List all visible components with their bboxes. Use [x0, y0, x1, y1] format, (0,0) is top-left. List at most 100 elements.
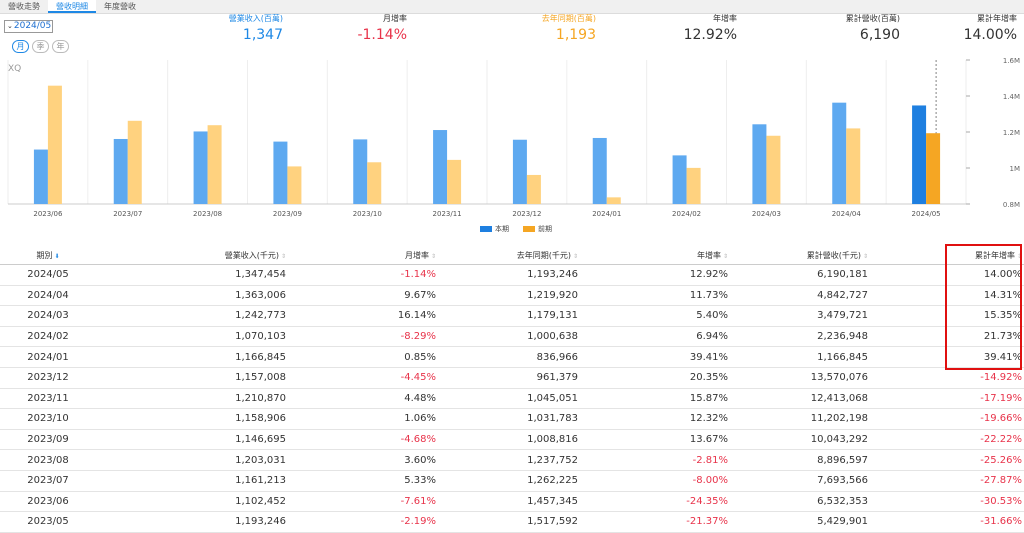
table-cell: 1,031,783 [527, 413, 578, 425]
table-cell: 1,363,006 [235, 289, 286, 301]
table-row[interactable]: 2024/04 1,363,006 9.67% 1,219,920 11.73% 4,84… [0, 286, 1024, 307]
x-tick-label: 2024/01 [592, 210, 621, 218]
x-tick-label: 2024/04 [832, 210, 862, 218]
sort-icon[interactable]: ⇕ [280, 253, 286, 260]
legend-current[interactable]: 本期 [480, 224, 509, 234]
table-cell: -22.22% [980, 434, 1022, 446]
column-header[interactable]: 年增率 ⇕ [582, 250, 732, 261]
table-row[interactable]: 2024/05 1,347,454 -1.14% 1,193,246 12.92% 6,1… [0, 265, 1024, 286]
table-cell: 12.92% [689, 269, 728, 281]
table-row[interactable]: 2024/03 1,242,773 16.14% 1,179,131 5.40% 3,47… [0, 306, 1024, 327]
table-cell: 39.41% [983, 351, 1022, 363]
metric-label: 營業收入(百萬) [228, 14, 283, 23]
table-cell: 1,157,008 [235, 372, 286, 384]
column-header[interactable]: 累計營收(千元) ⇕ [732, 250, 872, 261]
table-cell: 21.73% [983, 331, 1022, 343]
x-tick-label: 2023/12 [512, 210, 541, 218]
metric-label: 去年同期(百萬) [541, 14, 596, 23]
table-row[interactable]: 2023/12 1,157,008 -4.45% 961,379 20.35% 13,57… [0, 368, 1024, 389]
table-cell: 1,045,051 [527, 392, 578, 404]
table-cell: 2024/05 [27, 269, 69, 281]
column-header[interactable]: 月增率 ⇕ [290, 250, 440, 261]
sort-icon[interactable]: ⇕ [572, 253, 578, 260]
metric-1: 月增率 -1.14% [357, 14, 407, 44]
table-cell: -7.61% [400, 495, 436, 507]
table-cell: 836,966 [536, 351, 578, 363]
table-row[interactable]: 2023/09 1,146,695 -4.68% 1,008,816 13.67% 10,… [0, 430, 1024, 451]
metric-label: 月增率 [383, 14, 407, 23]
sort-icon[interactable]: ⬇ [54, 253, 60, 260]
column-header-label: 累計營收(千元) [806, 251, 861, 260]
legend-label-current: 本期 [495, 225, 509, 233]
table-row[interactable]: 2023/10 1,158,906 1.06% 1,031,783 12.32% 11,2… [0, 409, 1024, 430]
table-cell: 1,210,870 [235, 392, 286, 404]
column-header-label: 營業收入(千元) [224, 251, 279, 260]
sort-icon[interactable]: ⇕ [722, 253, 728, 260]
sort-icon[interactable]: ⇕ [862, 253, 868, 260]
table-cell: 11.73% [689, 289, 728, 301]
table-cell: 16.14% [397, 310, 436, 322]
table-cell: 13.67% [689, 434, 728, 446]
metric-label: 年增率 [713, 14, 737, 23]
legend-swatch-current [480, 226, 492, 232]
tab-revenue-detail[interactable]: 營收明細 [48, 0, 96, 13]
tab-revenue-trend[interactable]: 營收走勢 [8, 2, 40, 11]
column-header-label: 年增率 [696, 251, 721, 260]
bar-current [353, 139, 368, 204]
bar-previous [367, 162, 382, 204]
toggle-monthly[interactable]: 月 [12, 40, 29, 53]
x-tick-label: 2023/10 [353, 210, 382, 218]
bar-current [113, 138, 128, 204]
period-dropdown-value: 2024/05 [13, 21, 52, 31]
table-cell: -24.35% [686, 495, 728, 507]
bar-current [672, 155, 687, 204]
legend-previous[interactable]: 前期 [523, 224, 552, 234]
y-tick-label: 1.6M [1003, 57, 1020, 65]
watermark-logo: XQ [8, 64, 22, 74]
x-tick-label: 2023/06 [33, 210, 63, 218]
metric-0: 營業收入(百萬) 1,347 [229, 14, 283, 44]
period-dropdown[interactable]: ⌄2024/05 [4, 20, 53, 33]
table-cell: 2024/02 [27, 331, 69, 343]
table-cell: 1,179,131 [527, 310, 578, 322]
table-row[interactable]: 2023/08 1,203,031 3.60% 1,237,752 -2.81% 8,89… [0, 450, 1024, 471]
table-cell: -1.14% [400, 269, 436, 281]
table-cell: 1,203,031 [235, 454, 286, 466]
toggle-yearly[interactable]: 年 [52, 40, 69, 53]
table-row[interactable]: 2023/11 1,210,870 4.48% 1,045,051 15.87% 12,4… [0, 389, 1024, 410]
column-header[interactable]: 去年同期(千元) ⇕ [440, 250, 582, 261]
bar-current [912, 105, 927, 204]
table-row[interactable]: 2024/01 1,166,845 0.85% 836,966 39.41% 1,166,… [0, 347, 1024, 368]
sort-icon[interactable]: ⇕ [1016, 253, 1022, 260]
table-row[interactable]: 2024/02 1,070,103 -8.29% 1,000,638 6.94% 2,23… [0, 327, 1024, 348]
column-header[interactable]: 累計年增率 ⇕ [872, 250, 1024, 261]
table-cell: 2023/11 [27, 392, 69, 404]
table-cell: 1.06% [404, 413, 436, 425]
sort-icon[interactable]: ⇕ [430, 253, 436, 260]
metric-label: 累計營收(百萬) [845, 14, 900, 23]
table-cell: 2023/05 [27, 516, 69, 528]
tab-bar: 營收走勢 營收明細 年度營收 [0, 0, 1024, 14]
table-cell: -8.00% [692, 475, 728, 487]
table-cell: 6.94% [696, 331, 728, 343]
bar-previous [526, 174, 541, 204]
tab-annual-revenue[interactable]: 年度營收 [104, 2, 136, 11]
table-row[interactable]: 2023/05 1,193,246 -2.19% 1,517,592 -21.37% 5,… [0, 512, 1024, 533]
table-header-row: 期別 ⬇ 營業收入(千元) ⇕ 月增率 ⇕ 去年同期(千元) ⇕ 年增率 ⇕ 累計營收(千元) ⇕ 累計… [0, 247, 1024, 265]
revenue-table: 期別 ⬇ 營業收入(千元) ⇕ 月增率 ⇕ 去年同期(千元) ⇕ 年增率 ⇕ 累計營收(千元) ⇕ 累計… [0, 247, 1024, 533]
table-cell: -8.29% [400, 331, 436, 343]
column-header[interactable]: 期別 ⬇ [0, 250, 100, 261]
table-cell: 15.35% [983, 310, 1022, 322]
column-header[interactable]: 營業收入(千元) ⇕ [100, 250, 290, 261]
y-tick-label: 1.4M [1003, 93, 1020, 101]
toggle-quarterly[interactable]: 季 [32, 40, 49, 53]
x-tick-label: 2023/09 [273, 210, 302, 218]
metric-value: 1,347 [242, 27, 283, 43]
table-cell: 2023/06 [27, 495, 69, 507]
bar-current [592, 137, 607, 204]
table-row[interactable]: 2023/06 1,102,452 -7.61% 1,457,345 -24.35% 6,… [0, 492, 1024, 513]
table-cell: 6,190,181 [817, 269, 868, 281]
table-row[interactable]: 2023/07 1,161,213 5.33% 1,262,225 -8.00% 7,69… [0, 471, 1024, 492]
table-cell: 1,347,454 [235, 269, 286, 281]
